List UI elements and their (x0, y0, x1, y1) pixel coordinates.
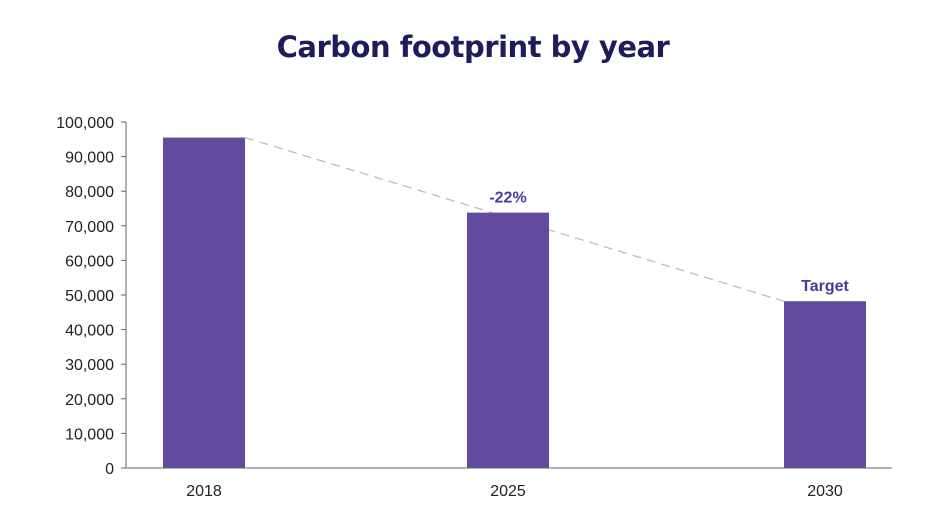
y-tick-label: 60,000 (65, 253, 114, 270)
y-tick-label: 0 (105, 461, 114, 478)
y-tick-label: 80,000 (65, 184, 114, 201)
bar-2018 (163, 137, 245, 468)
y-tick-label: 30,000 (65, 357, 114, 374)
annotation-2030: Target (801, 278, 849, 295)
bar-2025 (467, 212, 549, 468)
x-tick-label: 2030 (807, 483, 843, 500)
y-tick-label: 50,000 (65, 288, 114, 305)
axes-layer (121, 121, 892, 469)
y-tick-label: 40,000 (65, 323, 114, 340)
annotation-2025: -22% (489, 190, 526, 207)
y-tick-label: 20,000 (65, 392, 114, 409)
y-tick-label: 100,000 (56, 115, 114, 132)
labels-layer: 0 10,000 20,000 30,000 40,000 50,000 60,000 70,… (56, 115, 849, 500)
trend-line (244, 136, 785, 302)
bar-2030 (784, 301, 866, 468)
y-tick-label: 70,000 (65, 219, 114, 236)
bars-layer (163, 137, 866, 468)
x-tick-label: 2018 (186, 483, 222, 500)
y-tick-label: 90,000 (65, 150, 114, 167)
x-tick-label: 2025 (490, 483, 526, 500)
trend-layer (244, 136, 785, 302)
y-tick-label: 10,000 (65, 426, 114, 443)
chart-title: Carbon footprint by year (276, 30, 670, 64)
